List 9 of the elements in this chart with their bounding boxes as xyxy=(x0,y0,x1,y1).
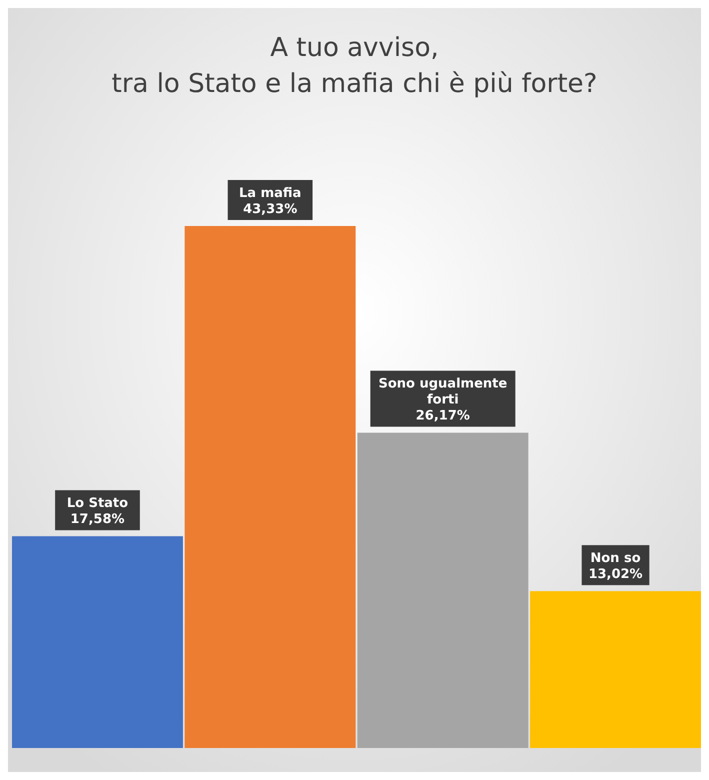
x-tick-label: La mafia xyxy=(239,186,302,201)
data-label: 13,02% xyxy=(588,567,643,582)
data-label: 26,17% xyxy=(416,408,470,424)
data-label: 43,33% xyxy=(243,202,298,217)
x-tick-label: Non so xyxy=(590,551,641,566)
data-label: 17,58% xyxy=(70,512,125,528)
x-tick-label: Lo Stato xyxy=(66,496,128,512)
x-tick-label: Sono ugualmente forti xyxy=(378,376,508,408)
chart-title: A tuo avviso, tra lo Stato e la mafia chi è più forte? xyxy=(112,33,598,99)
